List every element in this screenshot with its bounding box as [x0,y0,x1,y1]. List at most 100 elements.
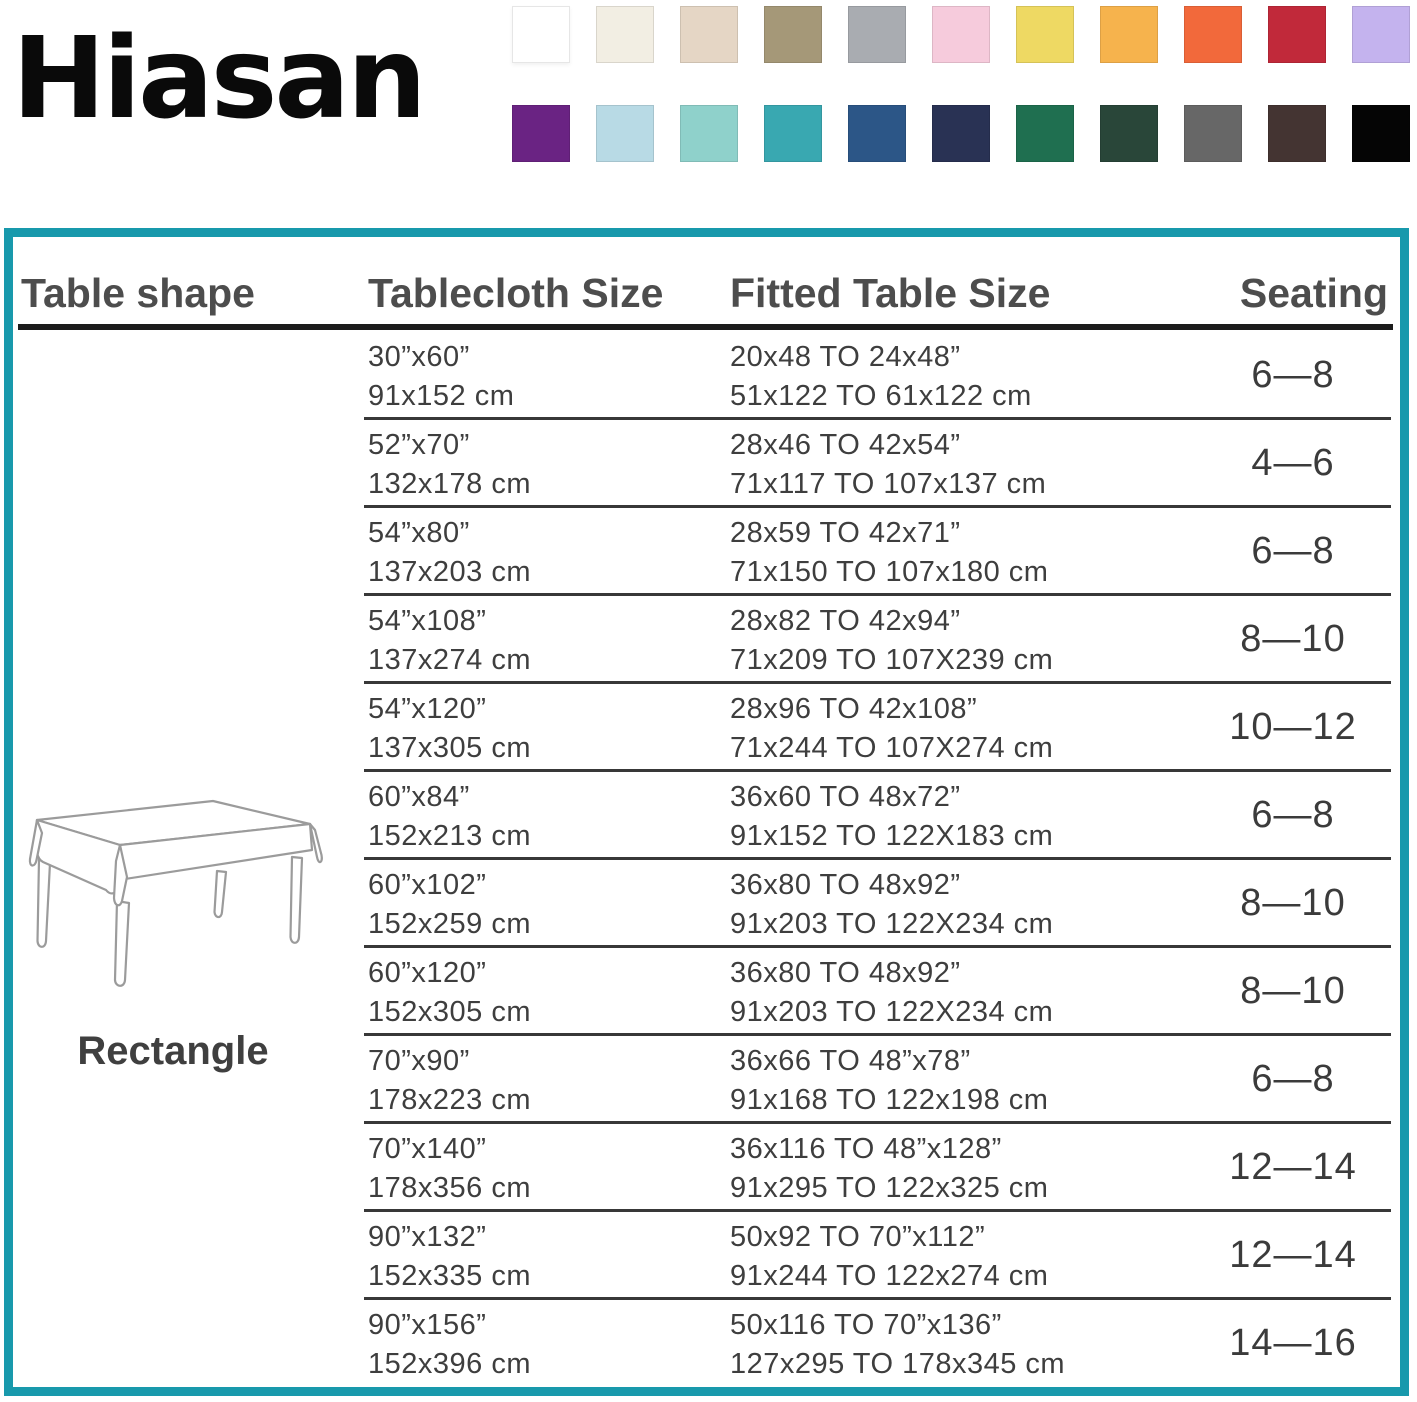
tablecloth-size-cell: 90”x132” 152x335 cm [368,1211,718,1299]
seating-cell: 8—10 [1240,969,1346,1012]
tablecloth-size-inches: 70”x90” [368,1045,470,1077]
fitted-table-size-cell: 36x116 TO 48”x128” 91x295 TO 122x325 cm [730,1123,1190,1211]
fitted-table-size-cm: 71x209 TO 107X239 cm [730,644,1054,676]
fitted-table-size-cm: 91x203 TO 122X234 cm [730,996,1054,1028]
color-swatch-lavender [1352,6,1410,63]
color-swatch-purple [512,105,570,162]
fitted-table-size-cm: 127x295 TO 178x345 cm [730,1348,1066,1380]
tablecloth-size-cell: 70”x140” 178x356 cm [368,1123,718,1211]
tablecloth-size-cm: 152x305 cm [368,996,531,1028]
color-swatch-beige [680,6,738,63]
tablecloth-corner-fold-front [112,843,129,907]
seating-cell: 12—14 [1229,1145,1357,1188]
tablecloth-size-cell: 90”x156” 152x396 cm [368,1299,718,1387]
fitted-table-size-cm: 91x244 TO 122x274 cm [730,1260,1049,1292]
color-swatch-light-blue [596,105,654,162]
table-leg-back [213,869,228,919]
tablecloth-size-inches: 54”x108” [368,605,487,637]
fitted-table-size-inches: 50x92 TO 70”x112” [730,1221,986,1253]
tablecloth-size-cell: 60”x84” 152x213 cm [368,771,718,859]
fitted-table-size-inches: 36x60 TO 48x72” [730,781,961,813]
column-header-seating: Seating [1239,270,1388,316]
tablecloth-size-inches: 60”x102” [368,869,487,901]
size-row: 54”x80” 137x203 cm 28x59 TO 42x71” 71x15… [13,505,1400,595]
color-swatch-row-bottom [512,105,1410,162]
tablecloth-size-cm: 152x213 cm [368,820,531,852]
tablecloth-size-inches: 90”x156” [368,1309,487,1341]
color-swatch-khaki [764,6,822,63]
size-row: 60”x102” 152x259 cm 36x80 TO 48x92” 91x2… [13,857,1400,947]
tablecloth-corner-fold-right [308,822,323,864]
color-swatch-green [1016,105,1074,162]
seating-cell: 14—16 [1229,1321,1357,1364]
color-swatch-teal [764,105,822,162]
size-row: 54”x108” 137x274 cm 28x82 TO 42x94” 71x2… [13,593,1400,683]
tablecloth-size-cm: 137x203 cm [368,556,531,588]
tablecloth-size-cell: 60”x120” 152x305 cm [368,947,718,1035]
tablecloth-size-cm: 132x178 cm [368,468,531,500]
tablecloth-size-inches: 60”x120” [368,957,487,989]
tablecloth-size-cm: 152x335 cm [368,1260,531,1292]
tablecloth-size-cell: 54”x120” 137x305 cm [368,683,718,771]
color-swatch-orange [1184,6,1242,63]
fitted-table-size-cell: 28x96 TO 42x108” 71x244 TO 107X274 cm [730,683,1190,771]
fitted-table-size-inches: 28x46 TO 42x54” [730,429,961,461]
color-swatch-navy [932,105,990,162]
size-chart-table: Table shape Tablecloth Size Fitted Table… [4,228,1409,1396]
fitted-table-size-inches: 50x116 TO 70”x136” [730,1309,1002,1341]
tablecloth-size-inches: 54”x80” [368,517,470,549]
header-divider-line [18,324,1393,330]
tablecloth-size-inches: 70”x140” [368,1133,487,1165]
fitted-table-size-cm: 71x150 TO 107x180 cm [730,556,1049,588]
fitted-table-size-cell: 36x60 TO 48x72” 91x152 TO 122X183 cm [730,771,1190,859]
color-swatch-gray [1184,105,1242,162]
size-row: 60”x84” 152x213 cm 36x60 TO 48x72” 91x15… [13,769,1400,859]
seating-cell: 6—8 [1251,1057,1335,1100]
tablecloth-size-cm: 178x356 cm [368,1172,531,1204]
tablecloth-size-cm: 152x396 cm [368,1348,531,1380]
tablecloth-size-cm: 152x259 cm [368,908,531,940]
tablecloth-size-cell: 54”x108” 137x274 cm [368,595,718,683]
tablecloth-corner-fold-left [28,818,44,867]
fitted-table-size-cm: 51x122 TO 61x122 cm [730,380,1032,412]
color-swatch-dark-brown [1268,105,1326,162]
fitted-table-size-inches: 20x48 TO 24x48” [730,341,961,373]
table-leg-front [113,899,131,987]
fitted-table-size-cell: 50x92 TO 70”x112” 91x244 TO 122x274 cm [730,1211,1190,1299]
fitted-table-size-cm: 91x152 TO 122X183 cm [730,820,1054,852]
fitted-table-size-inches: 28x96 TO 42x108” [730,693,978,725]
fitted-table-size-cm: 91x168 TO 122x198 cm [730,1084,1049,1116]
table-leg-right [289,855,304,944]
tablecloth-size-cell: 52”x70” 132x178 cm [368,419,718,507]
fitted-table-size-cell: 36x80 TO 48x92” 91x203 TO 122X234 cm [730,947,1190,1035]
fitted-table-size-cell: 28x59 TO 42x71” 71x150 TO 107x180 cm [730,507,1190,595]
seating-cell: 6—8 [1251,353,1335,396]
fitted-table-size-inches: 36x116 TO 48”x128” [730,1133,1002,1165]
color-swatch-ivory [596,6,654,63]
table-shape-cell: Rectangle [13,331,365,1387]
fitted-table-size-inches: 36x80 TO 48x92” [730,869,961,901]
fitted-table-size-cell: 20x48 TO 24x48” 51x122 TO 61x122 cm [730,331,1190,419]
seating-cell: 8—10 [1240,617,1346,660]
fitted-table-size-cm: 71x117 TO 107x137 cm [730,468,1047,500]
tablecloth-size-inches: 60”x84” [368,781,470,813]
tablecloth-size-inches: 54”x120” [368,693,487,725]
fitted-table-size-inches: 36x66 TO 48”x78” [730,1045,971,1077]
fitted-table-size-inches: 28x59 TO 42x71” [730,517,961,549]
fitted-table-size-cm: 91x295 TO 122x325 cm [730,1172,1049,1204]
tablecloth-size-cm: 178x223 cm [368,1084,531,1116]
tablecloth-size-inches: 52”x70” [368,429,470,461]
size-row: 60”x120” 152x305 cm 36x80 TO 48x92” 91x2… [13,945,1400,1035]
tablecloth-size-cm: 137x305 cm [368,732,531,764]
color-swatch-aqua [680,105,738,162]
color-swatch-yellow [1016,6,1074,63]
column-header-table-shape: Table shape [21,270,255,316]
color-swatch-marigold [1100,6,1158,63]
color-swatch-red [1268,6,1326,63]
seating-cell: 8—10 [1240,881,1346,924]
tablecloth-size-cm: 137x274 cm [368,644,531,676]
size-row: 54”x120” 137x305 cm 28x96 TO 42x108” 71x… [13,681,1400,771]
color-swatch-white [512,6,570,63]
tablecloth-size-cm: 91x152 cm [368,380,515,412]
